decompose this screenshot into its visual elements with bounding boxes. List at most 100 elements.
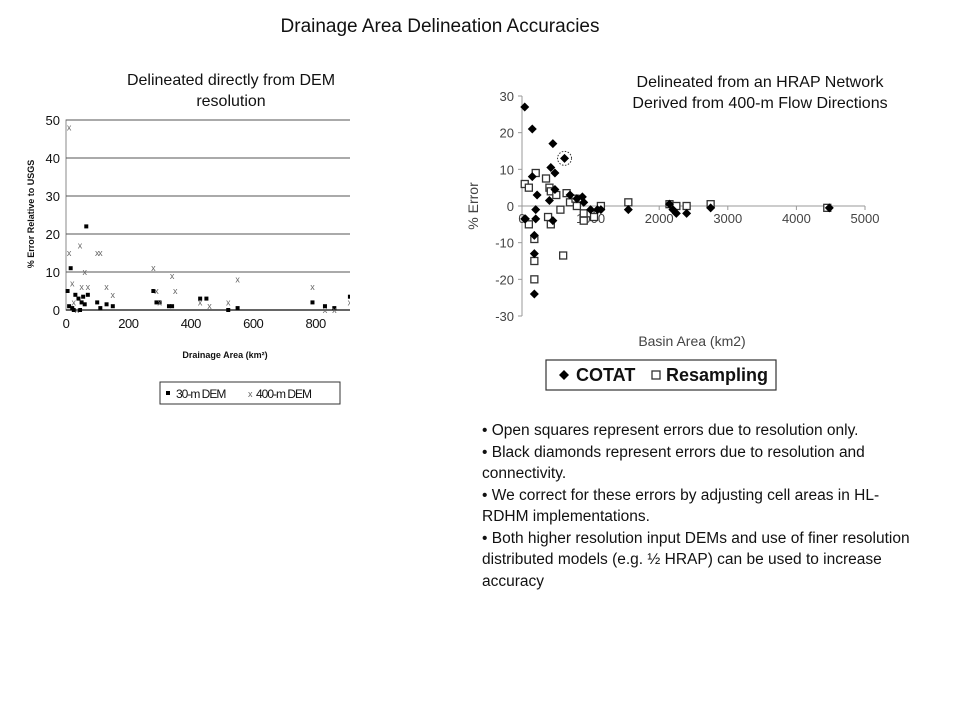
data-point-cotat	[579, 197, 589, 207]
data-point-30m	[81, 294, 86, 299]
data-point-cotat	[529, 249, 539, 259]
data-point-400m: x	[207, 301, 212, 311]
data-point-cotat	[586, 205, 596, 215]
x-axis-label: Basin Area (km2)	[638, 333, 745, 349]
right-scatter-chart: -30-20-100102030010002000300040005000Bas…	[465, 89, 880, 391]
data-point-30m	[154, 300, 159, 305]
data-point-30m	[76, 296, 81, 301]
y-tick-label: 20	[500, 126, 514, 141]
right-chart-title-line1: Delineated from an HRAP Network	[636, 74, 884, 91]
data-point-resampling	[559, 251, 568, 260]
data-point-30m	[157, 300, 162, 305]
data-point-400m: x	[82, 267, 87, 277]
data-point-30m	[322, 304, 327, 309]
data-point-400m: x	[67, 248, 72, 258]
y-tick-label: 0	[53, 303, 60, 318]
legend-marker-resampling	[651, 370, 661, 380]
data-point-cotat	[529, 230, 539, 240]
data-point-30m	[204, 296, 209, 301]
data-point-30m	[151, 289, 156, 293]
left-scatter-chart: 0102030405002004006008001000Drainage Are…	[26, 113, 350, 405]
data-point-30m	[68, 266, 73, 271]
data-point-resampling	[524, 183, 534, 192]
legend: 30-m DEM x 400-m DEM	[159, 381, 341, 405]
data-point-cotat	[824, 203, 834, 213]
bullet-item: • Open squares represent errors due to r…	[482, 422, 859, 439]
data-point-30m	[67, 304, 72, 309]
x-tick-label: 200	[118, 316, 138, 331]
legend-label-cotat: COTAT	[576, 365, 635, 385]
right-chart-title-line2: Derived from 400-m Flow Directions	[632, 95, 888, 112]
x-tick-label: 0	[63, 316, 70, 331]
x-tick-label: 600	[243, 316, 263, 331]
data-point-30m	[310, 300, 315, 305]
y-axis-label: % Error Relative to USGS	[26, 160, 36, 269]
data-point-cotat	[682, 208, 692, 218]
data-point-400m: x	[235, 275, 240, 285]
left-chart-title-line1: Delineated directly from DEM	[126, 72, 336, 89]
data-point-400m: x	[104, 282, 109, 292]
data-point-30m	[170, 304, 175, 309]
data-point-resampling	[530, 275, 539, 284]
data-point-400m: x	[323, 305, 328, 315]
y-tick-label: 20	[46, 227, 60, 242]
y-tick-label: 10	[500, 162, 514, 177]
data-point-cotat	[671, 208, 681, 218]
data-point-30m	[73, 292, 78, 297]
data-point-resampling	[543, 212, 553, 222]
y-tick-label: 10	[46, 265, 60, 280]
y-tick-label: 0	[507, 199, 514, 214]
data-point-30m	[104, 302, 109, 307]
data-point-400m: x	[154, 286, 159, 296]
data-point-cotat	[596, 205, 606, 215]
data-point-30m	[82, 302, 87, 307]
data-point-400m: x	[95, 248, 100, 258]
page-title: Drainage Area Delineation Accuracies	[280, 16, 600, 37]
data-point-resampling	[624, 198, 633, 207]
data-point-30m	[71, 308, 76, 312]
data-point-400m: x	[72, 297, 77, 307]
legend-marker-cotat	[559, 370, 569, 380]
data-point-30m	[85, 292, 90, 297]
data-point-30m	[166, 304, 171, 309]
data-point-cotat	[623, 205, 633, 215]
x-tick-label: 4000	[782, 211, 811, 226]
x-tick-label: 5000	[851, 211, 880, 226]
data-point-cotat	[531, 214, 541, 224]
data-point-resampling	[572, 201, 582, 211]
highlight-circle	[557, 150, 573, 166]
data-point-30m	[332, 306, 337, 311]
plot-frame	[65, 119, 350, 311]
data-point-resampling	[530, 256, 539, 266]
legend-label-30m: 30-m DEM	[176, 387, 226, 401]
y-tick-label: -10	[495, 236, 514, 251]
y-tick-label: 30	[46, 189, 60, 204]
data-point-400m: x	[151, 263, 156, 273]
data-point-cotat	[532, 190, 542, 200]
left-chart-title: Delineated directly from DEM resolution	[86, 70, 376, 112]
data-point-30m	[84, 224, 89, 229]
data-point-cotat	[565, 190, 575, 200]
bullet-list: • Open squares represent errors due to r…	[482, 420, 922, 592]
data-point-cotat	[520, 102, 530, 112]
data-point-400m: x	[70, 278, 75, 288]
bullet-item: • We correct for these errors by adjusti…	[482, 486, 880, 526]
data-point-30m	[198, 296, 203, 301]
y-tick-label: 50	[46, 113, 60, 128]
data-point-cotat	[546, 163, 556, 172]
data-point-cotat	[527, 172, 537, 182]
data-point-400m: x	[67, 123, 72, 133]
data-point-cotat	[531, 205, 541, 215]
data-point-400m: x	[332, 305, 337, 315]
data-point-400m: x	[98, 248, 103, 258]
data-point-cotat	[548, 216, 558, 226]
legend-box	[545, 359, 777, 391]
data-point-400m: x	[111, 290, 116, 300]
data-point-cotat	[560, 153, 570, 163]
data-point-30m	[235, 306, 240, 311]
x-tick-label: 400	[181, 316, 201, 331]
data-point-cotat	[548, 139, 558, 149]
legend-box	[159, 381, 341, 405]
data-point-400m: x	[86, 282, 91, 292]
data-point-400m: x	[173, 286, 178, 296]
